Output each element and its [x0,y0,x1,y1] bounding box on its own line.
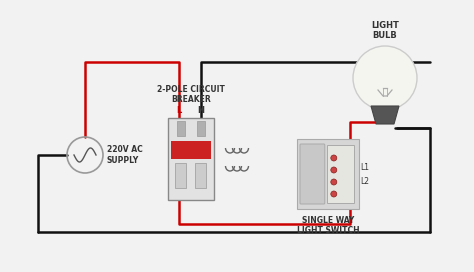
Circle shape [331,155,337,161]
Polygon shape [371,106,399,124]
FancyBboxPatch shape [300,144,325,204]
Text: 2-POLE CIRCUIT
BREAKER: 2-POLE CIRCUIT BREAKER [157,85,225,104]
Text: N: N [198,106,204,115]
Bar [197,121,205,136]
Circle shape [331,179,337,185]
Circle shape [331,167,337,173]
FancyBboxPatch shape [297,139,359,209]
Bar [195,163,206,188]
Text: 220V AC
SUPPLY: 220V AC SUPPLY [107,145,143,165]
Circle shape [353,46,417,110]
Bar [177,121,185,136]
FancyBboxPatch shape [327,145,354,203]
Bar [175,163,186,188]
Circle shape [331,191,337,197]
Text: L: L [176,106,182,115]
Text: LIGHT
BULB: LIGHT BULB [371,21,399,40]
Text: L2: L2 [360,178,369,187]
Text: SINGLE WAY
LIGHT SWITCH: SINGLE WAY LIGHT SWITCH [297,216,359,235]
FancyBboxPatch shape [168,118,214,200]
Bar [171,141,211,159]
Text: L1: L1 [360,163,369,172]
